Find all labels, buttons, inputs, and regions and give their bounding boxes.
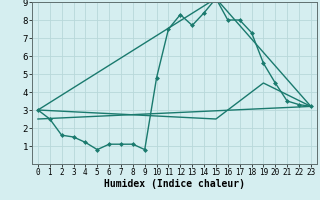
X-axis label: Humidex (Indice chaleur): Humidex (Indice chaleur)	[104, 179, 245, 189]
